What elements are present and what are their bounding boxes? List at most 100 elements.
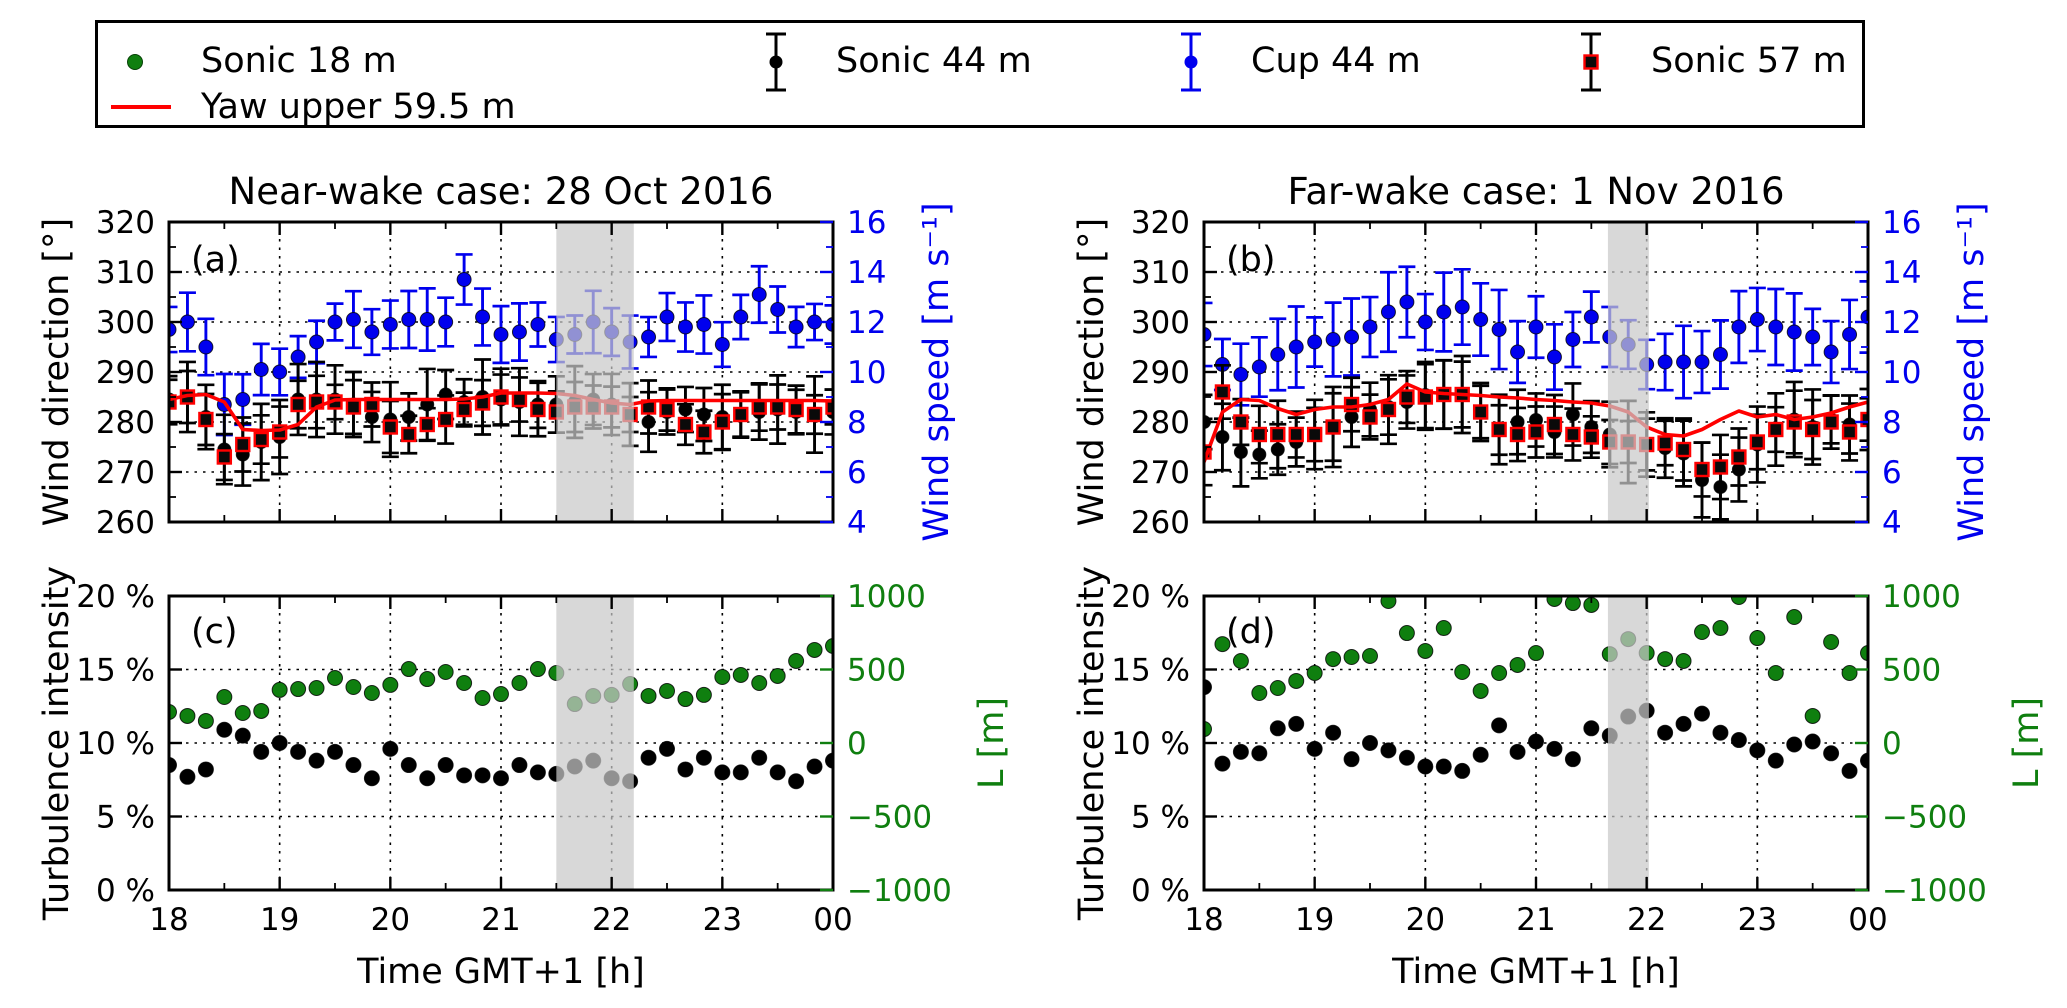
tick-label: 10 % bbox=[1111, 726, 1190, 762]
series-obukhov-length-l-sonic-18-m bbox=[1203, 595, 1869, 738]
tick-label: 20 bbox=[371, 902, 410, 938]
series-turbulence-intensity-sonic-44-m bbox=[168, 721, 834, 790]
tick-label: 270 bbox=[1131, 455, 1190, 491]
tick-label: 8 bbox=[847, 405, 867, 441]
tick-label: −500 bbox=[1882, 800, 1967, 836]
legend-marker-cup44-errorbar-icon bbox=[1181, 32, 1201, 92]
panel-b: 320 310 300 290 280 270 260 16 14 12 10 8 6 4 bbox=[1131, 205, 1922, 541]
tick-label: 500 bbox=[847, 653, 906, 689]
panel-d-tag: (d) bbox=[1226, 612, 1276, 652]
series-layer bbox=[168, 637, 834, 790]
series-yaw-upper-59-5-m bbox=[1203, 382, 1869, 463]
grid bbox=[169, 596, 833, 890]
tick-label: 12 bbox=[847, 305, 886, 341]
ticks bbox=[1202, 220, 1870, 524]
tick-label: 5 % bbox=[96, 800, 155, 836]
panel-b-tag: (b) bbox=[1226, 240, 1276, 280]
tick-label: 19 bbox=[1295, 902, 1334, 938]
tick-label: 320 bbox=[1131, 205, 1190, 241]
panel-a-title: Near-wake case: 28 Oct 2016 bbox=[228, 170, 774, 213]
tick-label: 23 bbox=[1738, 902, 1777, 938]
legend-marker-sonic18-dot-icon bbox=[127, 54, 143, 70]
legend-label-sonic44: Sonic 44 m bbox=[836, 41, 1032, 81]
tick-label: 16 bbox=[847, 205, 886, 241]
legend-label-sonic57: Sonic 57 m bbox=[1651, 41, 1847, 81]
panel-c-xlabel: Time GMT+1 [h] bbox=[357, 952, 645, 992]
legend-marker-sonic44-errorbar-icon bbox=[766, 32, 786, 92]
tick-label: 23 bbox=[703, 902, 742, 938]
panel-d: 20 % 15 % 10 % 5 % 0 % 1000 500 0 −500 −1000 18 19 2… bbox=[1111, 579, 1987, 938]
panel-b-ylabel-wind-direction: Wind direction [°] bbox=[1072, 217, 1112, 527]
tick-label: 16 bbox=[1882, 205, 1921, 241]
tick-label: 0 % bbox=[96, 873, 155, 909]
series-yaw-upper-59-5-m bbox=[168, 391, 834, 433]
shaded-band bbox=[1607, 596, 1649, 890]
tick-label: 12 bbox=[1882, 305, 1921, 341]
tick-label: −1000 bbox=[847, 873, 952, 909]
tick-label: 6 bbox=[847, 455, 867, 491]
panel-c: 20 % 15 % 10 % 5 % 0 % 1000 500 0 −500 −1000 18 19 2… bbox=[76, 579, 952, 938]
tick-label: 22 bbox=[1627, 902, 1666, 938]
tick-label: 00 bbox=[813, 902, 852, 938]
tick-label: 280 bbox=[1131, 405, 1190, 441]
tick-label: 6 bbox=[1882, 455, 1902, 491]
tick-label: 0 % bbox=[1131, 873, 1190, 909]
panel-a: 320 310 300 290 280 270 260 16 14 12 10 8 6 4 bbox=[96, 205, 887, 541]
series-layer bbox=[168, 253, 834, 487]
legend-label-yaw: Yaw upper 59.5 m bbox=[201, 87, 516, 127]
legend-label-sonic18: Sonic 18 m bbox=[201, 41, 397, 81]
panel-a-ylabel-wind-speed: Wind speed [m s⁻¹] bbox=[917, 202, 957, 542]
tick-label: 00 bbox=[1848, 902, 1887, 938]
tick-label: 10 % bbox=[76, 726, 155, 762]
legend-label-cup44: Cup 44 m bbox=[1251, 41, 1421, 81]
tick-label: 260 bbox=[1131, 505, 1190, 541]
tick-label: 0 bbox=[847, 726, 867, 762]
panel-d-xlabel: Time GMT+1 [h] bbox=[1392, 952, 1680, 992]
panel-c-tag: (c) bbox=[191, 612, 238, 652]
tick-label: 310 bbox=[96, 255, 155, 291]
series-turbulence-intensity-sonic-44-m bbox=[1203, 679, 1869, 779]
tick-label: 4 bbox=[847, 505, 867, 541]
tick-label: 20 % bbox=[1111, 579, 1190, 615]
tick-label: 0 bbox=[1882, 726, 1902, 762]
tick-label: 20 bbox=[1406, 902, 1445, 938]
series-layer bbox=[1203, 265, 1869, 521]
panel-a-tag: (a) bbox=[191, 240, 240, 280]
tick-label: 1000 bbox=[847, 579, 926, 615]
grid bbox=[1204, 222, 1868, 522]
ticks bbox=[1202, 594, 1870, 892]
tick-label: 18 bbox=[149, 902, 188, 938]
tick-label: 270 bbox=[96, 455, 155, 491]
panel-c-ylabel-turbulence: Turbulence intensity bbox=[37, 565, 77, 921]
tick-labels: 320 310 300 290 280 270 260 16 14 12 10 8 6 4 bbox=[96, 205, 887, 541]
tick-label: 10 bbox=[1882, 355, 1921, 391]
panel-a-ylabel-wind-direction: Wind direction [°] bbox=[37, 217, 77, 527]
tick-label: 8 bbox=[1882, 405, 1902, 441]
tick-label: 310 bbox=[1131, 255, 1190, 291]
panel-d-ylabel-turbulence: Turbulence intensity bbox=[1072, 565, 1112, 921]
tick-label: 300 bbox=[1131, 305, 1190, 341]
shaded-band bbox=[556, 596, 634, 890]
ticks bbox=[167, 594, 835, 892]
tick-label: 5 % bbox=[1131, 800, 1190, 836]
legend-marker-sonic57-errorbar-icon bbox=[1581, 32, 1601, 92]
tick-label: 260 bbox=[96, 505, 155, 541]
tick-label: 290 bbox=[96, 355, 155, 391]
tick-labels: 20 % 15 % 10 % 5 % 0 % 1000 500 0 −500 −1000 18 19 2… bbox=[1111, 579, 1987, 938]
tick-label: 22 bbox=[592, 902, 631, 938]
tick-label: 10 bbox=[847, 355, 886, 391]
tick-label: 20 % bbox=[76, 579, 155, 615]
tick-label: 300 bbox=[96, 305, 155, 341]
tick-label: 14 bbox=[847, 255, 886, 291]
tick-labels: 20 % 15 % 10 % 5 % 0 % 1000 500 0 −500 −1000 18 19 2… bbox=[76, 579, 952, 938]
tick-label: −1000 bbox=[1882, 873, 1987, 909]
shaded-band bbox=[1607, 222, 1649, 522]
legend-marker-yaw-line-icon bbox=[111, 105, 171, 109]
tick-label: 4 bbox=[1882, 505, 1902, 541]
panel-b-title: Far-wake case: 1 Nov 2016 bbox=[1287, 170, 1785, 213]
tick-label: 14 bbox=[1882, 255, 1921, 291]
tick-label: 18 bbox=[1184, 902, 1223, 938]
tick-labels: 320 310 300 290 280 270 260 16 14 12 10 8 6 4 bbox=[1131, 205, 1922, 541]
panel-b-ylabel-wind-speed: Wind speed [m s⁻¹] bbox=[1952, 202, 1992, 542]
